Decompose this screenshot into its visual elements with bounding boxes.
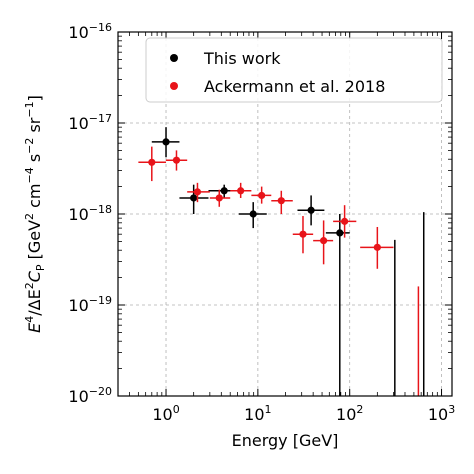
this-work-point (151, 127, 180, 158)
ackermann-point (166, 150, 188, 171)
legend-label: Ackermann et al. 2018 (204, 77, 385, 96)
ackermann-point (138, 146, 167, 182)
y-tick-label: 10−16 (68, 21, 112, 42)
x-tick-label: 103 (428, 403, 455, 424)
y-tick-label: 10−18 (68, 203, 112, 224)
x-tick-label: 101 (244, 403, 271, 424)
ackermann-marker (215, 194, 223, 202)
ackermann-point (209, 189, 231, 207)
ackermann-marker (320, 237, 328, 245)
ackermann-point (251, 186, 272, 204)
y-tick-label: 10−17 (68, 112, 112, 133)
x-tick-label: 100 (152, 403, 179, 424)
this-work-point (179, 184, 209, 214)
ackermann-marker (299, 230, 307, 238)
ackermann-marker (373, 243, 381, 251)
ackermann-point (360, 226, 394, 269)
this-work-point (325, 214, 350, 396)
ackermann-point (292, 216, 314, 254)
x-axis-title: Energy [GeV] (232, 431, 339, 450)
this-work-marker (307, 206, 315, 214)
tick-layer (117, 31, 452, 397)
ackermann-marker (237, 187, 245, 195)
this-work-marker (162, 138, 170, 146)
ackermann-point (230, 182, 252, 198)
ackermann-point (271, 190, 293, 214)
y-axis-title: E4/ΔE2CP [GeV2 cm−4 s−2 sr−1] (23, 95, 47, 333)
this-work-point (297, 195, 325, 226)
this-work-marker (249, 210, 257, 218)
this-work-marker (190, 194, 198, 202)
x-tick-label: 102 (336, 403, 363, 424)
legend-marker (170, 54, 178, 62)
label-layer: 100 101 102 103 10−20 10−19 10−18 10−17 10−16 Ene… (23, 21, 455, 450)
this-work-marker (220, 187, 228, 195)
legend: This work Ackermann et al. 2018 (145, 37, 443, 103)
ackermann-marker (193, 188, 202, 196)
ackermann-marker (148, 158, 156, 166)
this-work-marker (336, 229, 344, 237)
ackermann-marker (258, 191, 266, 200)
ackermann-point (333, 205, 357, 238)
this-work-point (238, 202, 267, 229)
y-tick-label: 10−19 (68, 294, 112, 315)
legend-label: This work (203, 49, 281, 68)
y-tick-label: 10−20 (68, 385, 112, 406)
legend-marker (170, 82, 178, 90)
ackermann-point (187, 182, 210, 203)
ackermann-point (313, 220, 334, 265)
legend-box (145, 37, 443, 103)
ackermann-marker (172, 156, 181, 164)
ackermann-marker (340, 217, 349, 225)
ackermann-marker (277, 197, 285, 205)
data-layer (138, 127, 425, 396)
